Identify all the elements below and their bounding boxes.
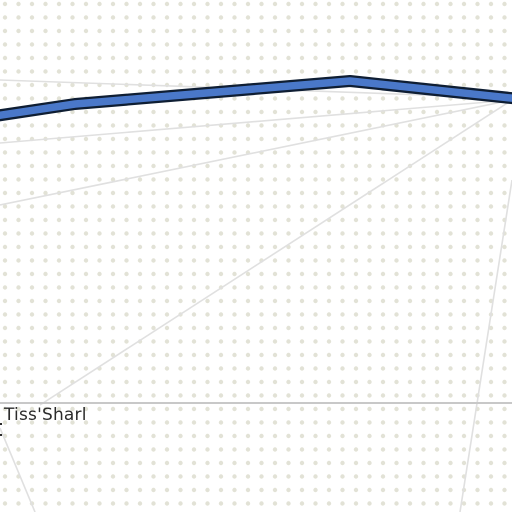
- thin-road-line: [0, 99, 512, 206]
- thin-road-line: [459, 179, 512, 512]
- thin-road-line: [39, 99, 512, 406]
- label-anchor-marker: [0, 423, 2, 436]
- thin-road-line: [0, 427, 36, 512]
- place-label[interactable]: Tiss'Sharl: [4, 405, 87, 425]
- thin-road-line: [0, 99, 512, 144]
- route-line[interactable]: [0, 75, 512, 122]
